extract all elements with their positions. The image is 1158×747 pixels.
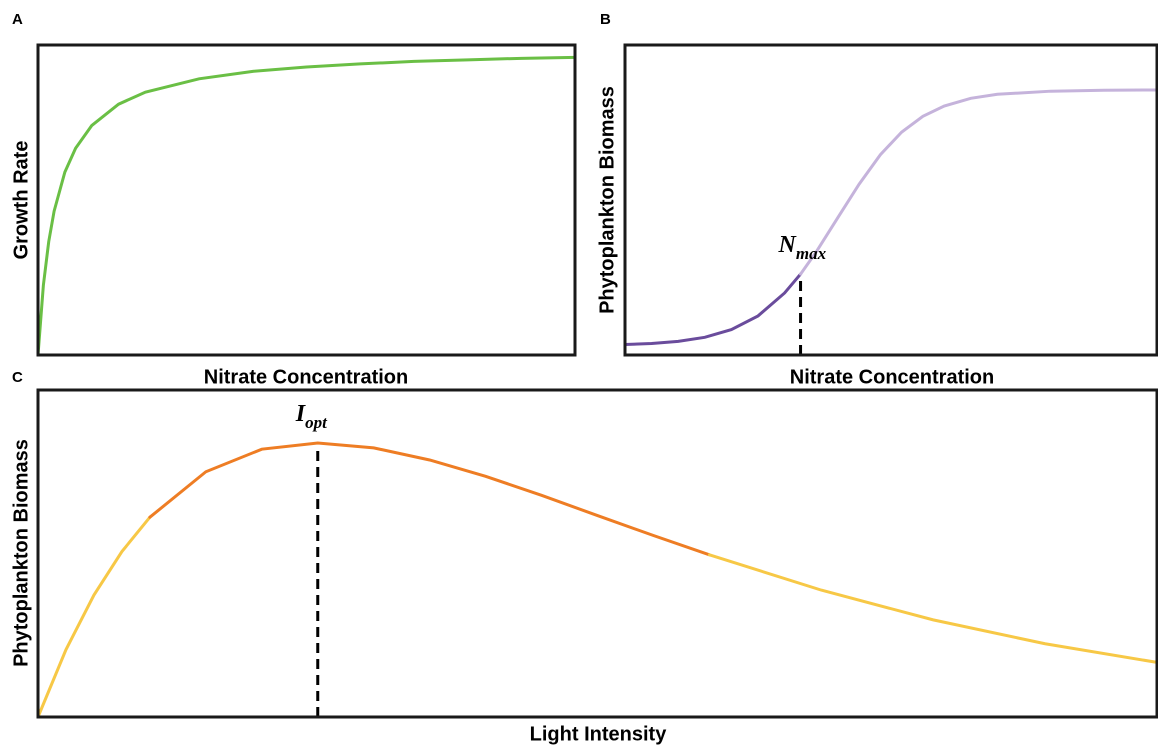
curve bbox=[799, 88, 1158, 276]
y-axis-label: Phytoplankton Biomass bbox=[10, 439, 32, 667]
curve bbox=[36, 55, 577, 357]
marker-label-main: I bbox=[295, 400, 307, 426]
panel-label: C bbox=[12, 369, 23, 386]
marker-label-sub: opt bbox=[305, 413, 328, 432]
plot-frame bbox=[36, 388, 1158, 719]
curve bbox=[623, 272, 803, 346]
panel-label: B bbox=[600, 11, 611, 28]
marker-label: Iopt bbox=[295, 400, 328, 431]
curve bbox=[148, 441, 711, 557]
panel-label: A bbox=[12, 11, 23, 28]
plot-frame bbox=[623, 43, 1158, 357]
y-axis-label: Growth Rate bbox=[10, 141, 32, 260]
y-axis-label: Phytoplankton Biomass bbox=[596, 86, 618, 314]
marker-label-sub: max bbox=[796, 244, 827, 263]
x-axis-label: Nitrate Concentration bbox=[790, 366, 994, 388]
x-axis-label: Nitrate Concentration bbox=[204, 366, 408, 388]
x-axis-label: Light Intensity bbox=[530, 723, 668, 745]
plot-frame bbox=[36, 43, 577, 357]
marker-label: Nmax bbox=[778, 232, 827, 263]
curve bbox=[707, 553, 1158, 664]
curve bbox=[36, 515, 152, 719]
marker-label-main: N bbox=[778, 232, 798, 258]
